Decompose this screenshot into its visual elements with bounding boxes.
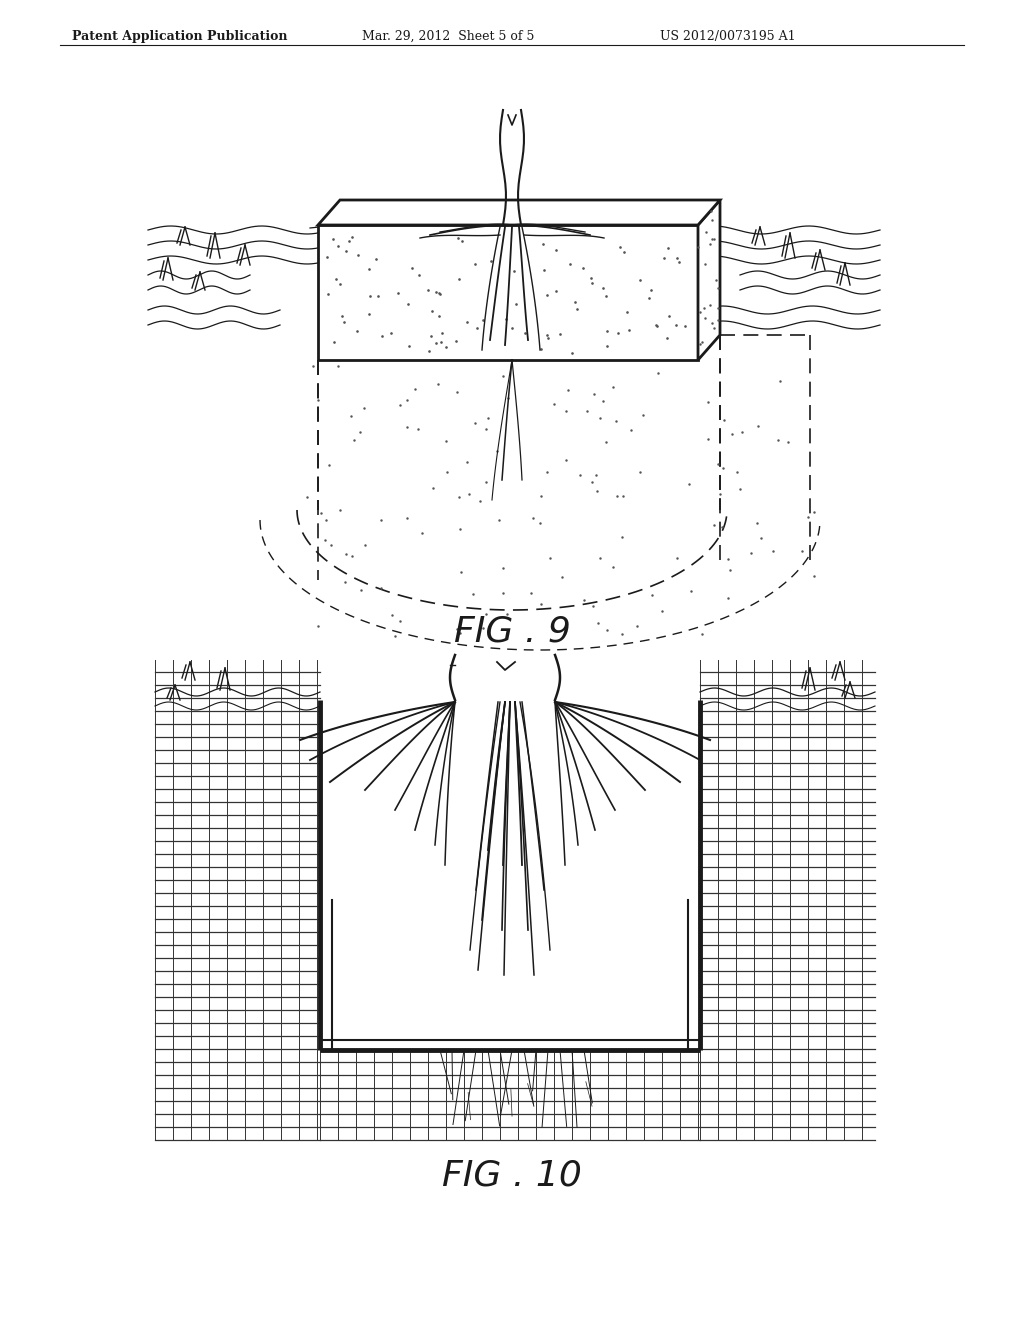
Text: Mar. 29, 2012  Sheet 5 of 5: Mar. 29, 2012 Sheet 5 of 5: [362, 30, 535, 44]
Polygon shape: [318, 201, 720, 224]
Polygon shape: [318, 224, 698, 360]
Polygon shape: [698, 201, 720, 360]
Text: US 2012/0073195 A1: US 2012/0073195 A1: [660, 30, 796, 44]
Text: Patent Application Publication: Patent Application Publication: [72, 30, 288, 44]
Text: FIG . 10: FIG . 10: [442, 1158, 582, 1192]
Text: FIG . 9: FIG . 9: [454, 615, 570, 649]
